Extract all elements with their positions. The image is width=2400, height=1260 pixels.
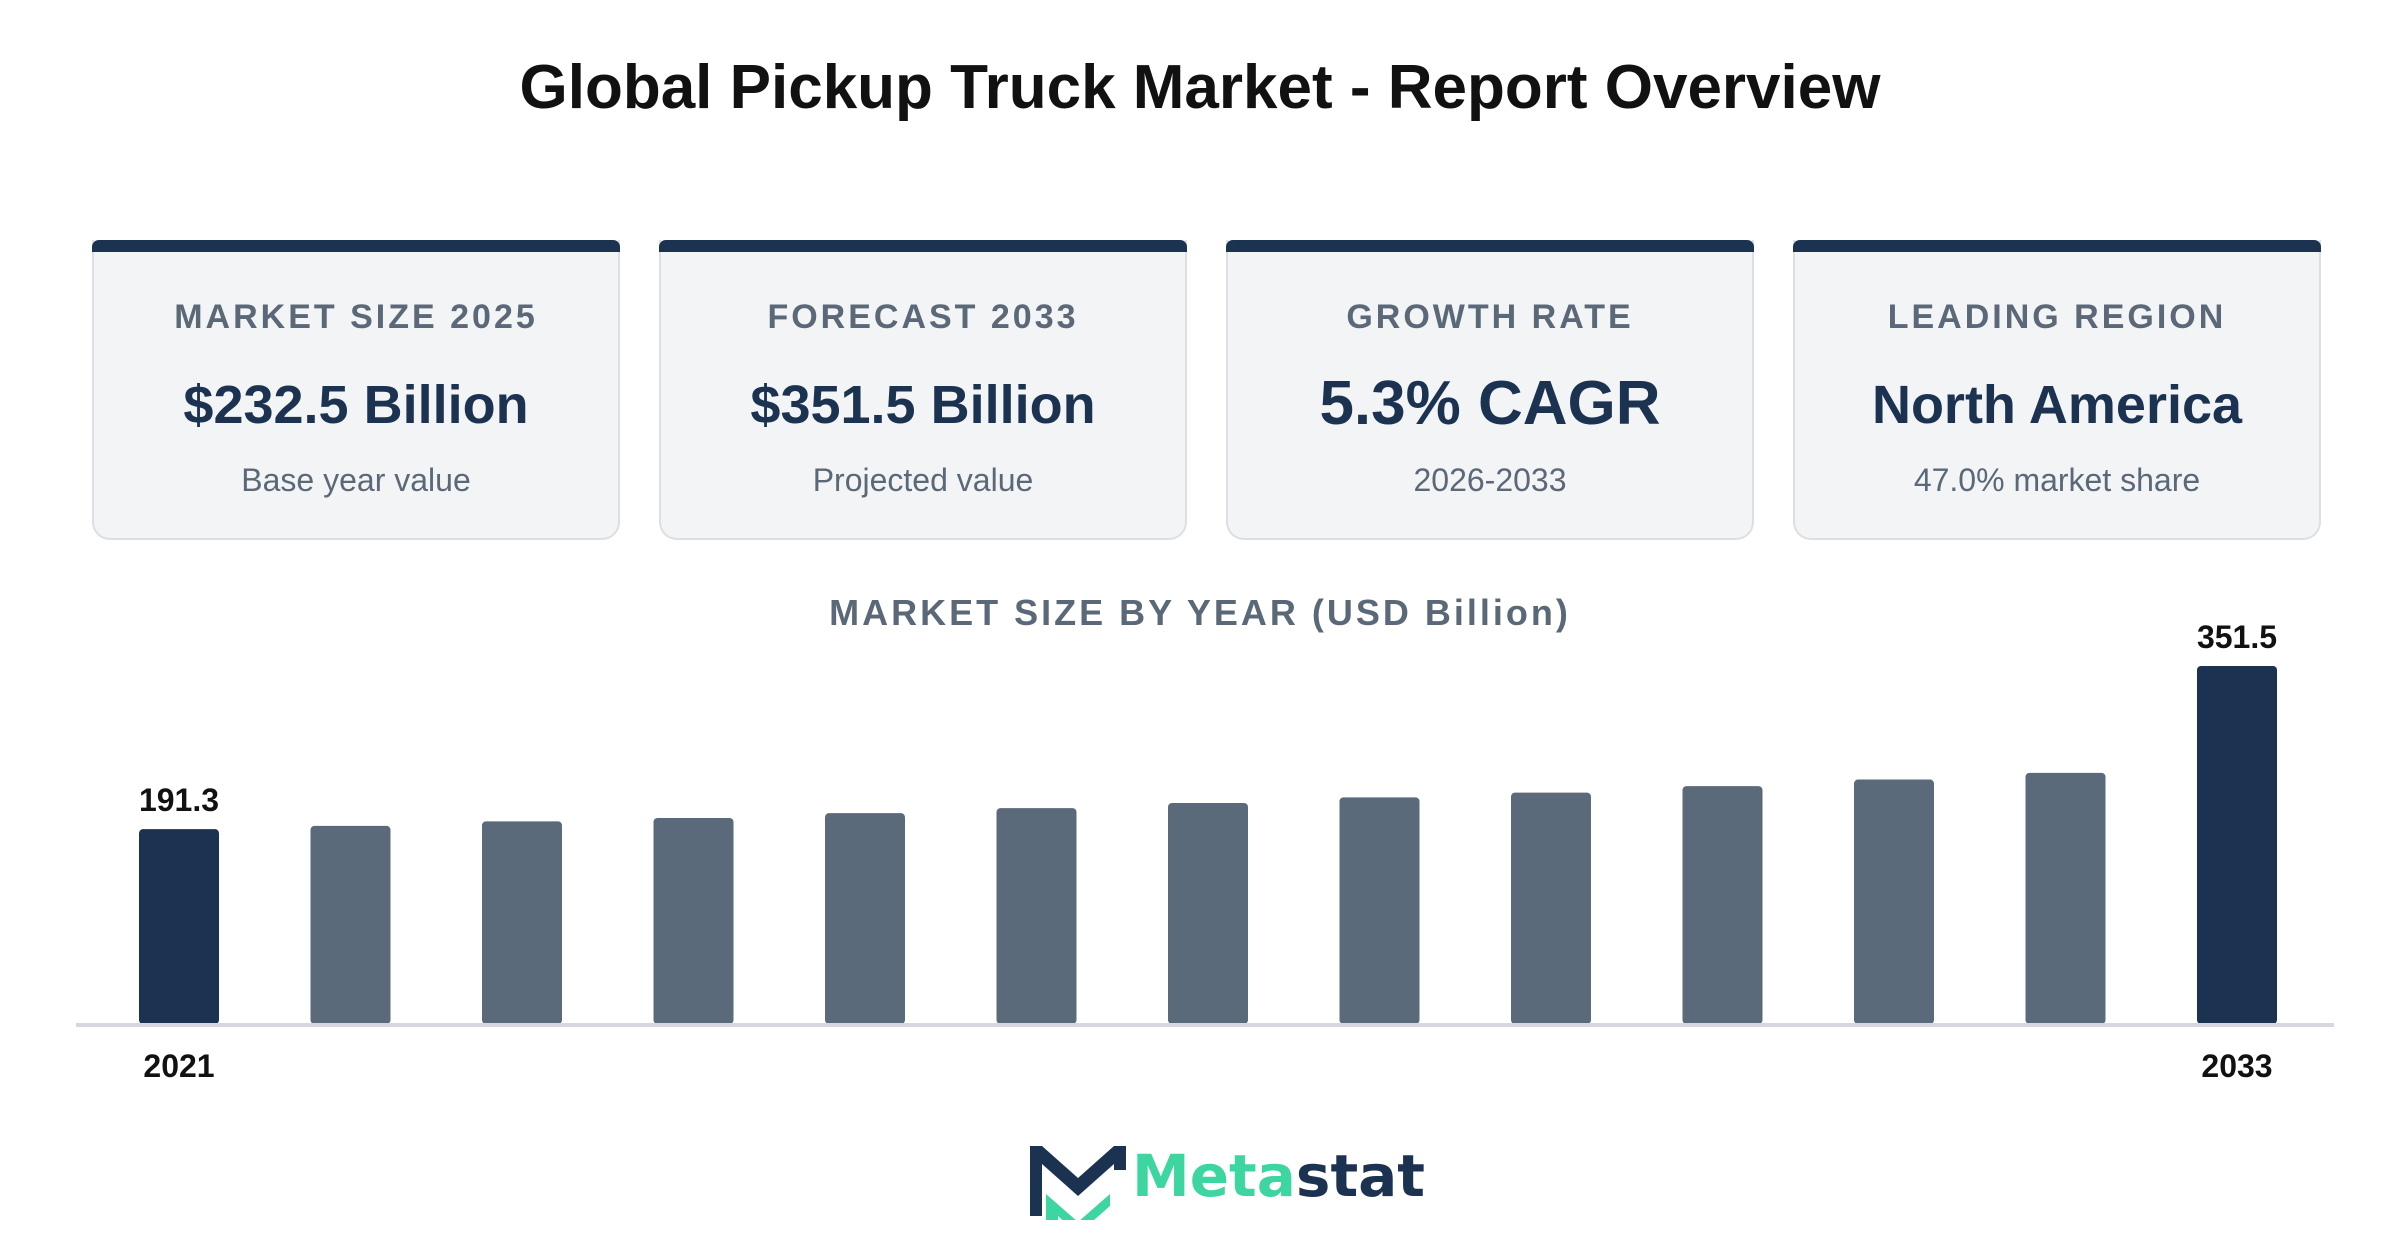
- bar-2024: [653, 817, 734, 1024]
- metastat-logo-icon: [1030, 1146, 1126, 1234]
- card-value: North America: [1871, 375, 2243, 435]
- logo-text-meta: Meta: [1132, 1142, 1296, 1210]
- bar-2030: [1682, 786, 1763, 1024]
- card-accent-bar: [1226, 240, 1754, 252]
- card-value: $232.5 Billion: [183, 375, 529, 435]
- bar-2031: [1854, 779, 1934, 1024]
- bar-2021: [139, 829, 219, 1024]
- card-forecast: FORECAST 2033 $351.5 Billion Projected v…: [659, 240, 1187, 540]
- metastat-logo-text: Metastat: [1132, 1142, 1425, 1210]
- card-accent-bar: [659, 240, 1187, 252]
- card-value: $351.5 Billion: [750, 375, 1096, 435]
- bar-2023: [482, 821, 562, 1024]
- card-label: FORECAST 2033: [767, 298, 1079, 336]
- card-value: 5.3% CAGR: [1319, 369, 1661, 438]
- tick-label-2021: 2021: [143, 1048, 214, 1084]
- card-leading-region: LEADING REGION North America 47.0% marke…: [1793, 240, 2321, 540]
- card-accent-bar: [1793, 240, 2321, 252]
- card-note: 2026-2033: [1413, 462, 1567, 498]
- bar-2022: [310, 825, 391, 1024]
- card-market-size: MARKET SIZE 2025 $232.5 Billion Base yea…: [92, 240, 620, 540]
- bar-2025: [825, 813, 905, 1024]
- card-label: MARKET SIZE 2025: [174, 298, 538, 336]
- bar-2029: [1511, 792, 1591, 1024]
- page-title: Global Pickup Truck Market - Report Over…: [519, 53, 1881, 122]
- card-label: LEADING REGION: [1887, 298, 2227, 336]
- data-label-2021: 191.3: [139, 782, 219, 818]
- card-note: 47.0% market share: [1913, 462, 2201, 498]
- tick-label-2033: 2033: [2201, 1048, 2272, 1084]
- card-note: Base year value: [241, 462, 471, 498]
- bar-2032: [2025, 772, 2106, 1024]
- logo-text-stat: stat: [1295, 1142, 1426, 1210]
- bar-2026: [996, 808, 1077, 1024]
- bar-2033: [2197, 666, 2277, 1024]
- card-label: GROWTH RATE: [1346, 298, 1634, 336]
- metastat-logo: Metastat: [1028, 1140, 1425, 1234]
- kpi-cards: MARKET SIZE 2025 $232.5 Billion Base yea…: [92, 240, 2321, 542]
- card-note: Projected value: [812, 462, 1034, 498]
- bar-chart: 191.3 2021 351.5 2033: [76, 619, 2334, 1084]
- card-growth-rate: GROWTH RATE 5.3% CAGR 2026-2033: [1226, 240, 1754, 540]
- chart-title: MARKET SIZE BY YEAR (USD Billion): [829, 592, 1571, 633]
- bar-2027: [1168, 802, 1248, 1024]
- data-label-2033: 351.5: [2197, 619, 2277, 655]
- card-accent-bar: [92, 240, 620, 252]
- bar-2028: [1339, 797, 1420, 1024]
